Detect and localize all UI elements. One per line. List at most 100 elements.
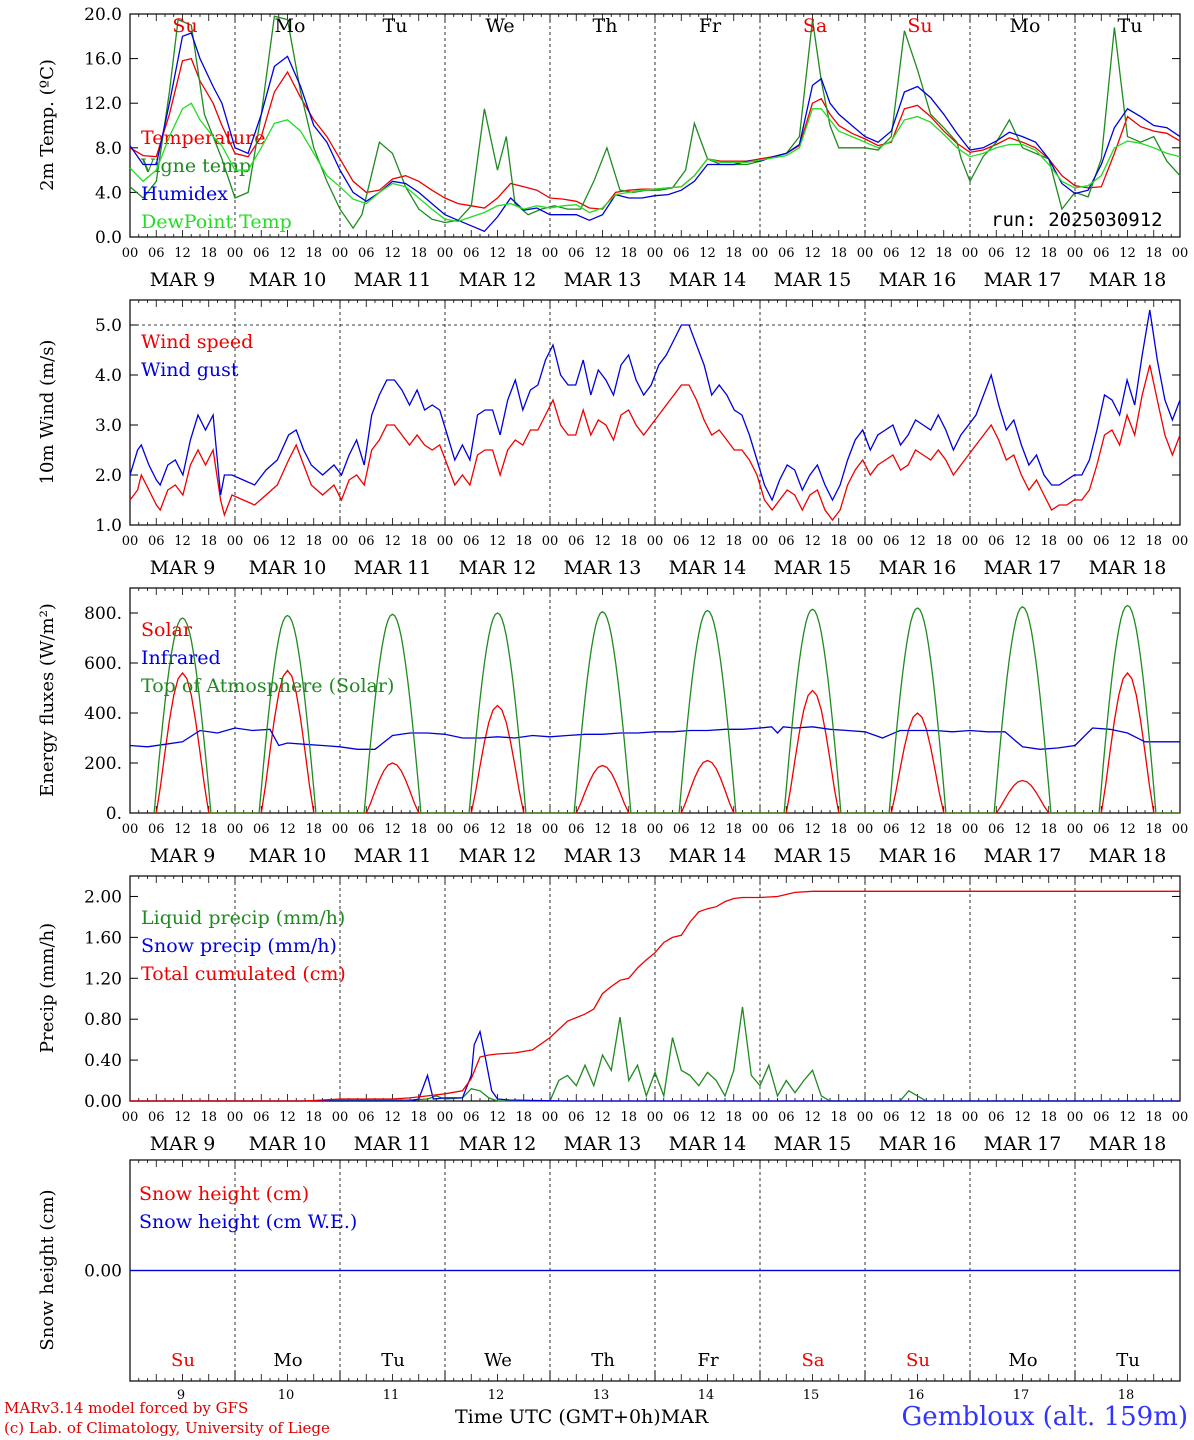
hour-label: 00 (857, 246, 874, 261)
hour-label: 06 (463, 1110, 480, 1125)
date-label: MAR 10 (249, 845, 327, 867)
energy-ytick-label: 600. (84, 654, 122, 674)
date-label: MAR 9 (150, 845, 216, 867)
date-label: MAR 13 (564, 1133, 642, 1155)
hour-label: 00 (437, 822, 454, 837)
time-axis-title: Time UTC (GMT+0h) (455, 1406, 661, 1428)
hour-label: 12 (489, 822, 506, 837)
day-name: Fr (699, 15, 722, 37)
hour-label: 06 (778, 1110, 795, 1125)
day-date: 13 (593, 1388, 610, 1403)
hour-label: 18 (515, 822, 532, 837)
precip-legend-entry: Liquid precip (mm/h) (141, 907, 345, 929)
hour-label: 12 (489, 534, 506, 549)
day-name: Th (593, 15, 618, 37)
precip-ytick-label: 2.00 (84, 887, 122, 907)
hour-label: 00 (332, 1110, 349, 1125)
hour-label: 18 (200, 822, 217, 837)
hour-label: 12 (1014, 822, 1031, 837)
hour-label: 18 (515, 534, 532, 549)
day-name: We (485, 15, 514, 37)
hour-label: 18 (410, 246, 427, 261)
hour-label: 00 (752, 534, 769, 549)
hour-label: 12 (909, 1110, 926, 1125)
hour-label: 06 (673, 246, 690, 261)
hour-label: 12 (699, 822, 716, 837)
hour-label: 00 (1172, 534, 1189, 549)
hour-label: 18 (725, 1110, 742, 1125)
hour-label: 18 (200, 246, 217, 261)
hour-label: 00 (332, 534, 349, 549)
wind-legend-entry: Wind speed (141, 331, 253, 353)
hour-label: 00 (962, 246, 979, 261)
temperature-ytick-label: 12.0 (84, 94, 122, 114)
hour-label: 12 (1119, 246, 1136, 261)
temperature-legend-entry: Humidex (141, 183, 228, 205)
hour-label: 00 (1067, 246, 1084, 261)
hour-label: 06 (1093, 246, 1110, 261)
hour-label: 12 (279, 246, 296, 261)
day-date: 9 (177, 1388, 185, 1403)
hour-label: 12 (174, 1110, 191, 1125)
hour-label: 00 (752, 246, 769, 261)
day-name: Sa (803, 15, 827, 37)
date-label: MAR 14 (669, 557, 747, 579)
energy-ytick-label: 200. (84, 754, 122, 774)
hour-label: 12 (279, 534, 296, 549)
day-name: Su (907, 15, 932, 37)
day-name-bottom: Mo (273, 1350, 302, 1371)
run-label: run: 2025030912 (991, 209, 1163, 231)
hour-label: 12 (174, 822, 191, 837)
hour-label: 12 (174, 534, 191, 549)
hour-label: 18 (1040, 534, 1057, 549)
date-label: MAR 10 (249, 1133, 327, 1155)
hour-label: 00 (122, 822, 139, 837)
hour-label: 12 (279, 822, 296, 837)
temperature-frame (129, 13, 1181, 238)
day-date: 16 (908, 1388, 925, 1403)
snow-ylabel: Snow height (cm) (37, 1189, 58, 1350)
date-label: MAR 17 (984, 1133, 1062, 1155)
energy-ylabel: Energy fluxes (W/m²) (37, 603, 58, 797)
day-date: 10 (278, 1388, 295, 1403)
hour-label: 18 (935, 1110, 952, 1125)
hour-label: 18 (515, 1110, 532, 1125)
day-name-bottom: Su (171, 1350, 195, 1371)
temperature-ytick-label: 8.0 (95, 139, 122, 159)
day-name-bottom: Mo (1008, 1350, 1037, 1371)
hour-label: 00 (962, 1110, 979, 1125)
hour-label: 00 (332, 246, 349, 261)
temperature-ytick-label: 20.0 (84, 5, 122, 25)
date-label: MAR 11 (354, 269, 432, 291)
date-label: MAR 10 (249, 269, 327, 291)
energy-legend-entry: Infrared (141, 647, 221, 669)
hour-label: 18 (830, 1110, 847, 1125)
hour-label: 18 (725, 534, 742, 549)
hour-label: 00 (647, 534, 664, 549)
hour-label: 06 (253, 246, 270, 261)
hour-label: 18 (200, 534, 217, 549)
hour-label: 06 (358, 822, 375, 837)
hour-label: 06 (358, 1110, 375, 1125)
hour-label: 18 (200, 1110, 217, 1125)
hour-label: 00 (122, 1110, 139, 1125)
date-label: MAR 15 (774, 845, 852, 867)
temperature-ylabel: 2m Temp. (ºC) (37, 59, 58, 191)
date-label: MAR 15 (774, 1133, 852, 1155)
wind-ytick-label: 2.0 (95, 466, 122, 486)
energy-legend-entry: Top of Atmosphere (Solar) (141, 675, 394, 697)
hour-label: 06 (568, 534, 585, 549)
hour-label: 00 (227, 534, 244, 549)
day-name: Tu (383, 15, 408, 37)
hour-label: 00 (1067, 822, 1084, 837)
precip-legend-entry: Snow precip (mm/h) (141, 935, 337, 957)
hour-label: 18 (1040, 822, 1057, 837)
hour-label: 06 (463, 534, 480, 549)
hour-label: 12 (699, 1110, 716, 1125)
hour-label: 12 (384, 822, 401, 837)
energy-legend-entry: Solar (141, 619, 193, 641)
hour-label: 00 (857, 1110, 874, 1125)
hour-label: 06 (883, 534, 900, 549)
hour-label: 06 (673, 534, 690, 549)
